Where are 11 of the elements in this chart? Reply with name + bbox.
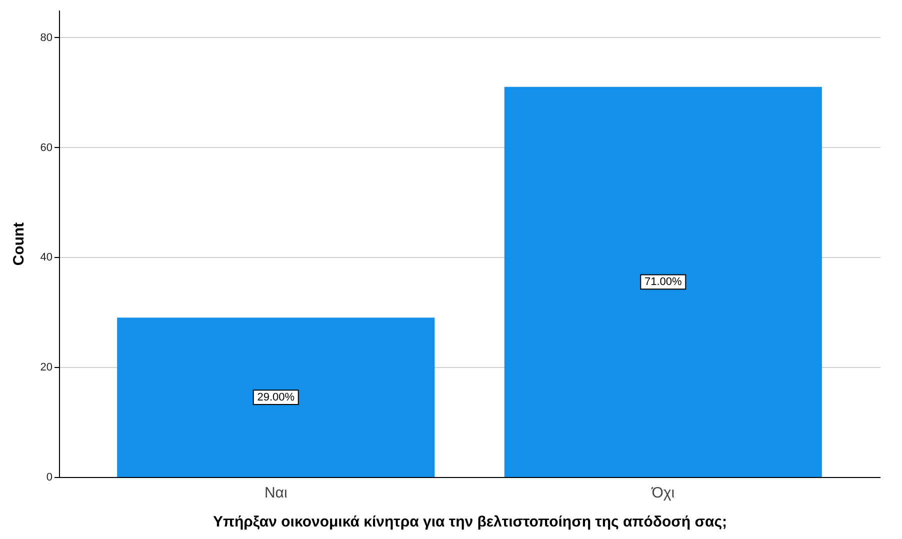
x-tick-label: Ναι bbox=[264, 484, 288, 502]
data-label: 71.00% bbox=[644, 276, 682, 288]
y-tick-label: 20 bbox=[40, 362, 52, 374]
x-tick-label: Όχι bbox=[650, 484, 675, 502]
data-label: 29.00% bbox=[257, 391, 295, 404]
y-tick-label: 60 bbox=[40, 142, 52, 154]
x-axis-title: Υπήρξαν οικονομικά κίνητρα για την βελτιστοποίηση της απόδοσή σας; bbox=[212, 514, 728, 530]
y-axis-title: Count bbox=[10, 222, 28, 266]
y-tick-label: 0 bbox=[46, 472, 52, 484]
y-tick-label: 40 bbox=[40, 252, 52, 264]
y-tick-label: 80 bbox=[40, 32, 52, 44]
